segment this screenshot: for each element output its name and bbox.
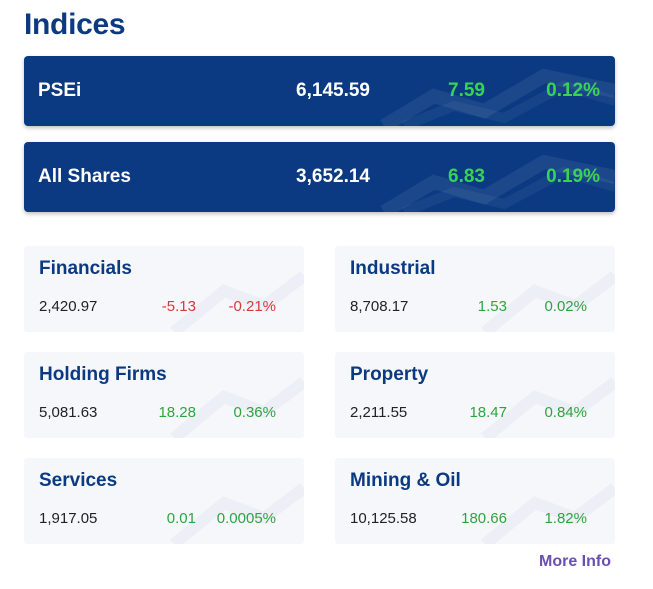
sector-card-mining-oil[interactable]: Mining & Oil 10,125.58 180.66 1.82% [335,458,615,544]
index-percent: 0.12% [546,80,600,101]
sector-value: 1,917.05 [39,510,98,527]
index-card-all-shares[interactable]: All Shares 3,652.14 6.83 0.19% [24,142,615,212]
sector-card-financials[interactable]: Financials 2,420.97 -5.13 -0.21% [24,246,304,332]
sector-card-services[interactable]: Services 1,917.05 0.01 0.0005% [24,458,304,544]
index-name: All Shares [38,166,131,187]
sector-percent: -0.21% [228,298,276,315]
sector-value: 5,081.63 [39,404,98,421]
sector-change: 18.47 [469,404,507,421]
page-title: Indices [24,8,126,41]
index-name: PSEi [38,80,82,101]
chart-decoration-icon [380,154,615,212]
sector-percent: 0.84% [544,404,587,421]
chart-decoration-icon [481,483,615,544]
sector-value: 8,708.17 [350,298,409,315]
sector-card-industrial[interactable]: Industrial 8,708.17 1.53 0.02% [335,246,615,332]
index-change: 6.83 [448,166,485,187]
sector-change: 0.01 [166,510,196,527]
chart-decoration-icon [170,483,304,544]
sector-name: Holding Firms [39,364,167,385]
chart-decoration-icon [380,68,615,126]
sector-percent: 0.0005% [216,510,276,527]
sector-percent: 1.82% [544,510,587,527]
index-change: 7.59 [448,80,485,101]
sector-name: Financials [39,258,132,279]
index-card-psei[interactable]: PSEi 6,145.59 7.59 0.12% [24,56,615,126]
chart-decoration-icon [170,377,304,438]
sector-card-property[interactable]: Property 2,211.55 18.47 0.84% [335,352,615,438]
index-percent: 0.19% [546,166,600,187]
chart-decoration-icon [481,377,615,438]
sector-change: 180.66 [461,510,507,527]
chart-decoration-icon [481,271,615,332]
sector-value: 2,420.97 [39,298,98,315]
sector-name: Services [39,470,118,491]
sector-change: -5.13 [161,298,196,315]
index-value: 6,145.59 [296,80,370,101]
sector-name: Industrial [350,258,436,279]
index-value: 3,652.14 [296,166,370,187]
sector-value: 10,125.58 [350,510,417,527]
sector-card-holding-firms[interactable]: Holding Firms 5,081.63 18.28 0.36% [24,352,304,438]
sector-percent: 0.02% [544,298,587,315]
sector-percent: 0.36% [233,404,276,421]
sector-change: 18.28 [158,404,196,421]
sector-change: 1.53 [477,298,507,315]
sector-value: 2,211.55 [350,404,408,421]
sector-name: Property [350,364,429,385]
chart-decoration-icon [170,271,304,332]
sector-name: Mining & Oil [350,470,461,491]
more-info-link[interactable]: More Info [539,553,611,570]
